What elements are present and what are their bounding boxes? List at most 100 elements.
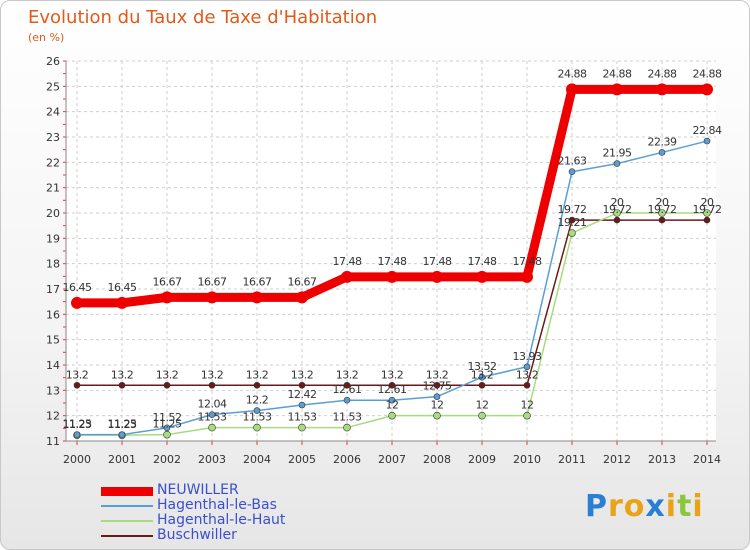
data-point — [298, 381, 306, 389]
data-point — [433, 393, 441, 400]
data-label: 19.21 — [558, 216, 587, 229]
y-tick-label: 12 — [46, 410, 60, 423]
grid-layer — [66, 60, 716, 442]
data-point — [341, 270, 353, 283]
data-label: 11.53 — [198, 411, 227, 424]
data-label: 16.67 — [288, 275, 317, 288]
y-tick-label: 11 — [46, 435, 60, 448]
data-label: 13.52 — [468, 360, 497, 373]
data-label: 11.53 — [243, 411, 272, 424]
data-label: 24.88 — [693, 67, 722, 80]
y-tick-label: 26 — [46, 55, 60, 68]
data-point — [433, 381, 441, 389]
y-tick-label: 21 — [46, 182, 60, 195]
legend-label: Hagenthal-le-Bas — [157, 497, 277, 513]
data-label: 12 — [521, 399, 534, 412]
data-point — [613, 209, 621, 217]
data-label: 13.2 — [516, 368, 539, 381]
data-label: 24.88 — [648, 67, 677, 80]
data-point — [253, 423, 261, 432]
data-label: 16.45 — [63, 281, 92, 294]
y-tick-label: 13 — [46, 384, 60, 397]
y-tick-label: 25 — [46, 80, 60, 93]
data-label: 17.48 — [513, 255, 542, 268]
legend-label: Hagenthal-le-Haut — [157, 512, 286, 528]
data-label: 22.84 — [693, 124, 722, 137]
data-point — [208, 423, 216, 432]
y-tick-label: 24 — [46, 106, 60, 119]
data-label: 11.25 — [63, 418, 92, 431]
data-label: 13.2 — [381, 368, 404, 381]
data-label: 21.95 — [603, 147, 632, 160]
data-label: 12.75 — [423, 380, 452, 393]
data-label: 11.53 — [333, 411, 362, 424]
data-point — [118, 381, 126, 389]
x-tick-label: 2002 — [153, 453, 181, 466]
data-label: 13.2 — [111, 368, 134, 381]
data-point — [613, 216, 621, 224]
data-label: 11.23 — [63, 418, 92, 431]
data-label: 16.67 — [243, 275, 272, 288]
data-label-layer: 16.45 16.45 16.67 16.67 16.67 16.67 17.48 17.48… — [63, 67, 723, 431]
data-label: 12.61 — [378, 383, 407, 396]
legend-swatch — [101, 486, 153, 496]
data-label: 12.61 — [333, 383, 362, 396]
y-tick-label: 20 — [46, 207, 60, 220]
x-tick-label: 2007 — [378, 453, 406, 466]
logo-letter: o — [623, 489, 646, 524]
data-label: 21.63 — [558, 155, 587, 168]
data-point — [296, 291, 308, 304]
data-label: 19.72 — [558, 203, 587, 216]
logo-letter: r — [608, 489, 624, 524]
data-point — [523, 411, 531, 420]
data-point — [118, 431, 126, 438]
data-point — [388, 411, 396, 420]
data-point — [206, 291, 218, 304]
x-tick-label: 2004 — [243, 453, 271, 466]
data-label: 17.48 — [333, 255, 362, 268]
data-point — [253, 407, 261, 414]
data-label: 13.2 — [246, 368, 269, 381]
data-point — [703, 137, 711, 145]
data-label: 11.25 — [108, 418, 137, 431]
legend-label: Buschwiller — [157, 527, 237, 543]
y-tick-label: 14 — [46, 359, 60, 372]
data-point — [476, 270, 488, 283]
data-point — [703, 209, 711, 217]
data-label: 12 — [386, 399, 399, 412]
data-point — [613, 160, 621, 167]
data-point — [478, 373, 486, 381]
data-point — [298, 423, 306, 432]
x-tick-label: 2009 — [468, 453, 496, 466]
legend-label: NEUWILLER — [157, 482, 239, 498]
x-tick-label: 2014 — [693, 453, 721, 466]
data-label: 24.88 — [558, 67, 587, 80]
data-point — [343, 423, 351, 432]
data-label: 13.2 — [66, 368, 89, 381]
logo-letter: P — [585, 489, 608, 524]
series-layer — [71, 83, 713, 439]
data-label: 12 — [476, 399, 489, 412]
y-tick-label: 19 — [46, 232, 60, 245]
data-point — [523, 381, 531, 389]
series-hagenthal-le-bas — [73, 137, 711, 438]
data-label: 11.25 — [153, 418, 182, 431]
data-point — [208, 381, 216, 389]
y-tick-label: 16 — [46, 308, 60, 321]
data-point — [568, 229, 576, 237]
y-tick-label: 22 — [46, 156, 60, 169]
data-label: 17.48 — [468, 255, 497, 268]
x-tick-label: 2012 — [603, 453, 631, 466]
data-label: 20 — [701, 196, 714, 209]
data-label: 19.72 — [603, 203, 632, 216]
data-label: 13.2 — [426, 368, 449, 381]
data-point — [163, 430, 171, 439]
data-label: 13.2 — [336, 368, 359, 381]
data-point — [71, 296, 83, 309]
data-label: 13.93 — [513, 350, 542, 363]
x-tick-label: 2011 — [558, 453, 586, 466]
data-label: 17.48 — [378, 255, 407, 268]
data-label: 19.72 — [648, 203, 677, 216]
